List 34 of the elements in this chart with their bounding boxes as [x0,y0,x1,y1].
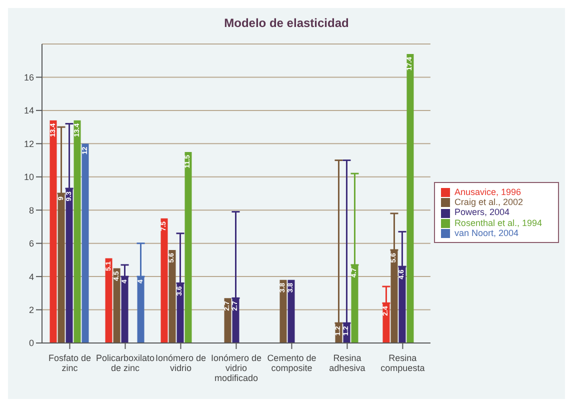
legend-label: Anusavice, 1996 [454,187,521,198]
bar [50,120,57,343]
x-tick-label: Ionómero de vidrio modificado [210,353,262,383]
y-tick-label: 8 [28,205,34,216]
bar [168,250,176,343]
y-tick-label: 10 [24,172,34,182]
y-tick-label: 0 [28,338,34,348]
legend-label: Craig et al., 2002 [454,197,523,208]
bar [280,280,287,343]
x-tick-label: Resina adhesiva [329,353,366,373]
bar [160,218,168,343]
x-tick-label: Ionómero de vidrio [155,353,206,373]
bar [406,54,414,343]
y-tick-label: 6 [28,238,34,249]
chart-title: Modelo de elasticidad [223,15,350,30]
bar [74,120,81,343]
x-tick-label: Resina compuesta [380,353,425,373]
y-tick-label: 14 [24,106,34,116]
bar [224,298,232,343]
bar [105,258,112,343]
bar [82,144,89,343]
y-tick-label: 16 [24,72,34,82]
bar [113,268,120,343]
x-tick-label: Cemento de composite [267,353,316,373]
y-tick-label: 4 [28,272,34,282]
y-tick-label: 12 [24,138,34,149]
legend-label: Powers, 2004 [454,207,510,218]
bar [288,280,295,343]
bar [184,152,192,343]
y-tick-label: 2 [28,304,34,315]
x-tick-label: Fosfato de zinc [48,353,92,373]
legend-label: Rosenthal et al., 1994 [454,218,542,228]
x-tick-label: Policarboxilato de zinc [96,353,154,373]
legend-label: van Noort, 2004 [454,228,518,238]
